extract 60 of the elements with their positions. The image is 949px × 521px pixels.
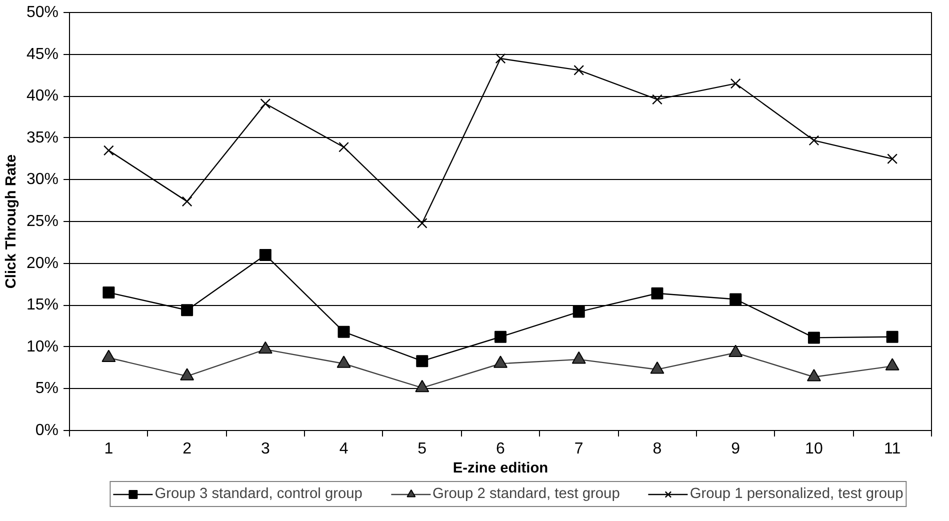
x-tick-label: 5 xyxy=(418,440,427,458)
x-tick-label: 10 xyxy=(805,440,823,458)
point xyxy=(180,368,194,380)
point xyxy=(730,293,742,306)
x-axis-title: E-zine edition xyxy=(452,460,548,476)
y-tick-label: 0% xyxy=(35,422,58,439)
y-tick-label: 40% xyxy=(26,88,59,105)
point xyxy=(730,78,741,89)
point xyxy=(652,94,662,105)
x-tick-label: 3 xyxy=(260,440,270,458)
point xyxy=(181,304,194,316)
x-tick-label: 8 xyxy=(652,440,662,458)
y-tick-label: 5% xyxy=(35,380,58,398)
point xyxy=(338,326,350,338)
point xyxy=(887,154,898,164)
point xyxy=(808,135,820,146)
point xyxy=(416,218,428,228)
point xyxy=(336,356,351,368)
point xyxy=(808,332,820,344)
point xyxy=(494,356,508,368)
y-tick-label: 35% xyxy=(26,129,59,146)
point xyxy=(651,287,664,300)
legend-label: Group 3 standard, control group xyxy=(154,486,362,502)
y-tick-label: 45% xyxy=(26,46,59,63)
y-axis-title: Click Through Rate xyxy=(3,154,20,289)
point xyxy=(415,380,430,392)
point xyxy=(494,330,506,343)
y-tick-label: 30% xyxy=(26,171,59,188)
x-tick-label: 7 xyxy=(574,440,584,458)
point xyxy=(103,145,114,156)
x-tick-label: 2 xyxy=(182,440,192,458)
point xyxy=(572,306,585,318)
point xyxy=(416,355,428,368)
point xyxy=(102,350,116,362)
legend-label: Group 1 personalized, test group xyxy=(690,486,904,502)
y-tick-label: 25% xyxy=(26,213,59,230)
point xyxy=(102,286,115,299)
point xyxy=(260,98,271,109)
point xyxy=(886,330,898,343)
point xyxy=(182,196,192,207)
point xyxy=(574,64,584,76)
point xyxy=(258,341,272,354)
y-tick-label: 10% xyxy=(26,338,59,356)
point xyxy=(338,142,349,152)
x-tick-label: 6 xyxy=(496,440,506,458)
point xyxy=(259,248,272,261)
y-tick-label: 20% xyxy=(26,254,59,272)
point xyxy=(806,368,821,382)
legend-label: Group 2 standard, test group xyxy=(432,486,620,502)
x-tick-label: 4 xyxy=(339,440,348,458)
y-tick-label: 50% xyxy=(26,4,59,21)
x-tick-label: 9 xyxy=(731,440,740,458)
x-tick-label: 1 xyxy=(104,440,114,458)
y-tick-label: 15% xyxy=(26,296,59,314)
point xyxy=(495,53,506,64)
point xyxy=(885,358,900,370)
x-tick-label: 11 xyxy=(884,440,901,458)
point xyxy=(572,351,586,364)
point xyxy=(728,344,743,358)
point xyxy=(650,361,664,374)
